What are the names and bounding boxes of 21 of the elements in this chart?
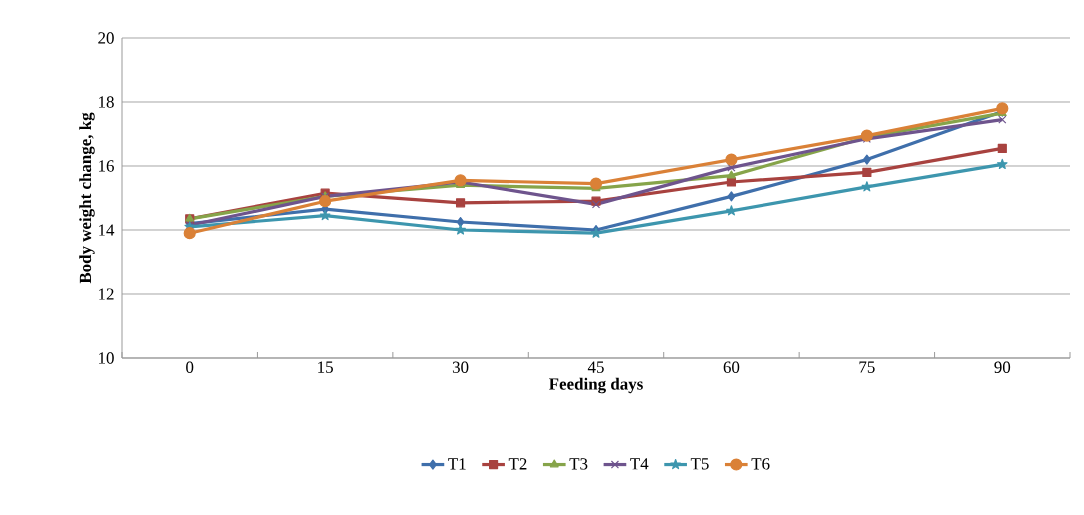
x-axis-title: Feeding days [549,377,643,394]
y-tick-label: 12 [99,288,114,300]
y-tick-label: 14 [99,224,115,236]
x-tick-label: 45 [587,361,604,373]
legend-label: T6 [751,458,770,470]
y-tick-label: 20 [98,32,114,44]
x-tick-label: 15 [318,361,333,373]
y-tick-label: 16 [99,160,114,172]
legend-label: T4 [630,458,649,470]
x-tick-label: 30 [452,361,469,373]
x-tick-label: 0 [186,361,194,373]
x-tick-label: 75 [859,361,875,373]
y-axis-title: Body weight change, kg [79,112,95,284]
legend-label: T1 [448,458,466,470]
y-tick-label: 10 [99,352,114,364]
x-tick-label: 90 [994,361,1011,373]
legend-label: T5 [690,458,709,470]
legend-label: T3 [569,458,588,470]
y-tick-label: 18 [99,96,114,108]
x-tick-label: 60 [723,361,740,373]
legend-label: T2 [508,458,527,470]
